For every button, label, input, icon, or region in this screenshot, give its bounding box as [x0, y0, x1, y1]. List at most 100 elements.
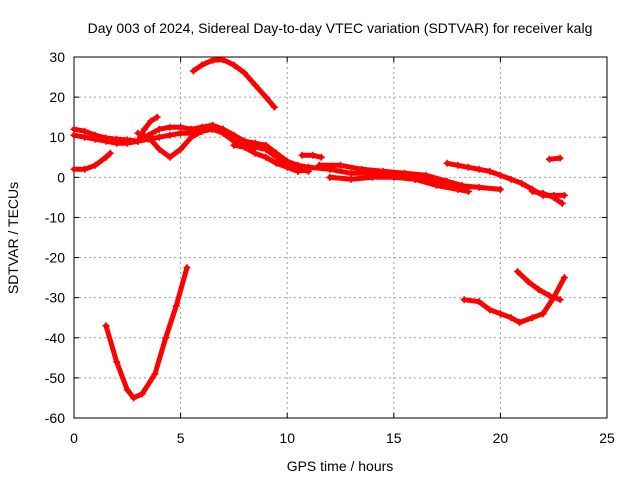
data-point-marker — [230, 61, 238, 69]
data-point-marker — [400, 169, 408, 177]
data-point-marker — [317, 153, 325, 161]
data-point-marker — [183, 264, 191, 272]
data-point-marker — [347, 175, 355, 183]
x-tick-label: 10 — [279, 430, 295, 446]
ticks: 0 5 10 15 20 25 -60 -50 -40 -30 -20 -10 0 10 20 30 — [45, 49, 615, 446]
data-point-marker — [513, 268, 521, 276]
data-point-marker — [464, 163, 472, 171]
data-point-marker — [475, 298, 483, 306]
data-point-marker — [241, 143, 249, 151]
data-point-marker — [454, 161, 462, 169]
y-tick-label: -30 — [45, 290, 65, 306]
data-point-marker — [134, 129, 142, 137]
data-point-marker — [560, 191, 568, 199]
data-point-marker — [219, 56, 227, 64]
data-point-marker — [70, 131, 78, 139]
data-point-marker — [230, 141, 238, 149]
data-point-marker — [162, 334, 170, 342]
data-point-marker — [475, 165, 483, 173]
data-point-marker — [177, 145, 185, 153]
data-point-marker — [556, 296, 564, 304]
x-tick-label: 5 — [177, 430, 185, 446]
data-point-marker — [379, 167, 387, 175]
y-tick-label: 20 — [49, 89, 65, 105]
x-tick-label: 20 — [493, 430, 509, 446]
data-point-marker — [177, 123, 185, 131]
data-point-marker — [358, 165, 366, 173]
x-tick-label: 25 — [599, 430, 615, 446]
data-point-marker — [70, 165, 78, 173]
data-point-marker — [113, 358, 121, 366]
data-point-marker — [189, 67, 197, 75]
data-point-marker — [230, 131, 238, 139]
plot-frame — [73, 56, 608, 419]
data-point-marker — [81, 133, 89, 141]
data-point-marker — [518, 179, 526, 187]
data-point-marker — [102, 153, 110, 161]
data-point-marker — [315, 161, 323, 169]
data-point-marker — [153, 113, 161, 121]
y-tick-label: 0 — [57, 169, 65, 185]
data-point-marker — [422, 171, 430, 179]
data-point-marker — [270, 103, 278, 111]
data-point-marker — [123, 139, 131, 147]
data-point-marker — [458, 181, 466, 189]
data-point-marker — [545, 155, 553, 163]
data-point-marker — [123, 386, 131, 394]
series-arc-11 — [327, 174, 471, 194]
data-point-marker — [337, 161, 344, 169]
data-point-marker — [134, 137, 142, 145]
y-tick-label: -40 — [45, 330, 65, 346]
data-point-marker — [241, 69, 249, 77]
data-point-marker — [309, 151, 317, 159]
data-point-marker — [486, 306, 494, 314]
data-point-marker — [283, 163, 291, 171]
data-point-marker — [166, 131, 174, 139]
x-tick-label: 15 — [386, 430, 402, 446]
data-point-marker — [454, 185, 462, 193]
data-point-marker — [539, 310, 547, 318]
data-point-marker — [305, 163, 313, 171]
data-point-marker — [251, 81, 259, 89]
data-point-marker — [464, 187, 472, 195]
data-point-marker — [432, 181, 440, 189]
data-point-marker — [411, 175, 419, 183]
data-point-marker — [198, 127, 206, 135]
data-point-marker — [262, 145, 270, 153]
data-point-marker — [145, 133, 153, 141]
data-point-marker — [130, 394, 138, 402]
data-point-marker — [273, 153, 281, 161]
data-point-marker — [155, 125, 163, 133]
data-point-marker — [209, 125, 217, 133]
data-point-marker — [166, 153, 174, 161]
y-tick-label: -50 — [45, 370, 65, 386]
data-point-marker — [550, 193, 558, 201]
data-point-marker — [486, 167, 494, 175]
y-tick-label: 30 — [49, 49, 65, 65]
y-axis-label: SDTVAR / TECUs — [5, 182, 21, 294]
data-point-marker — [262, 93, 270, 101]
data-point-marker — [558, 199, 566, 207]
x-axis-label: GPS time / hours — [287, 458, 394, 474]
data-point-marker — [347, 169, 355, 177]
series-arc-16 — [461, 275, 567, 325]
y-tick-label: 10 — [49, 129, 65, 145]
data-point-marker — [507, 314, 515, 322]
data-point-marker — [326, 173, 334, 181]
series-arc-12 — [316, 162, 465, 188]
data-point-marker — [138, 390, 146, 398]
y-tick-label: -10 — [45, 209, 65, 225]
data-point-marker — [140, 125, 148, 133]
data-point-marker — [516, 319, 524, 327]
data-point-marker — [528, 187, 536, 195]
data-point-marker — [106, 149, 114, 157]
chart-title: Day 003 of 2024, Sidereal Day-to-day VTE… — [88, 20, 593, 36]
data-point-marker — [507, 175, 515, 183]
data-point-marker — [219, 125, 227, 133]
data-point-marker — [560, 274, 568, 282]
data-point-marker — [91, 135, 99, 143]
data-point-marker — [496, 185, 504, 193]
data-point-marker — [496, 171, 504, 179]
data-point-marker — [539, 189, 547, 197]
